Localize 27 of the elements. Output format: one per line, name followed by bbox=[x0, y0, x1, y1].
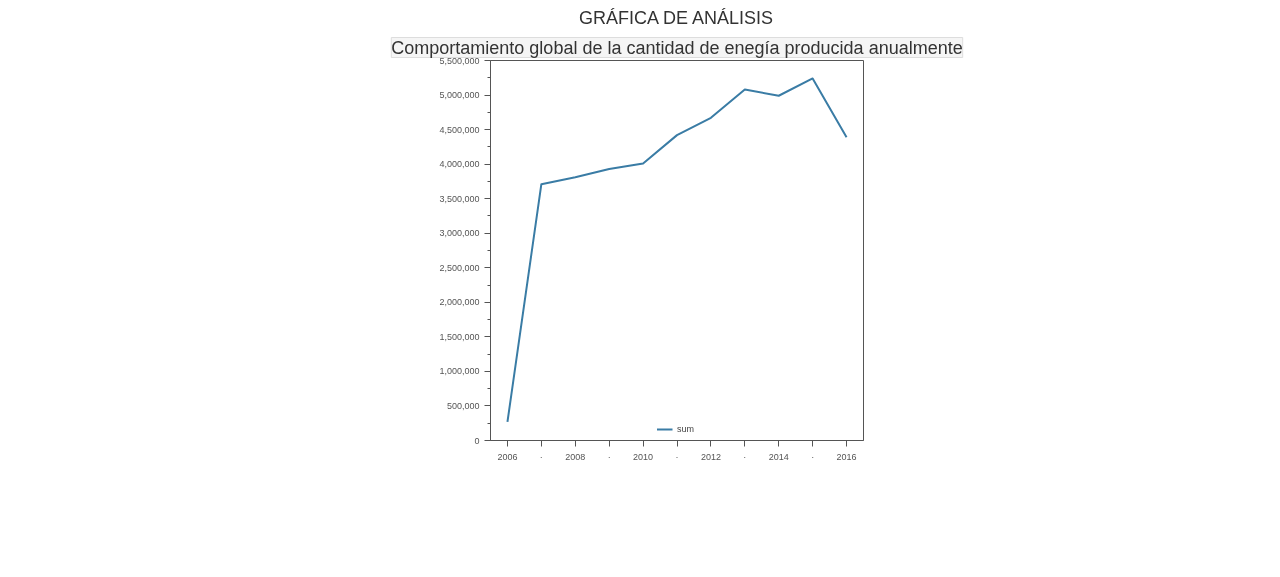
y-tick-label: 5,000,000 bbox=[439, 90, 480, 101]
y-tick-label: 5,500,000 bbox=[439, 55, 480, 66]
legend-label: sum bbox=[677, 424, 695, 434]
x-tick-label: 2012 bbox=[700, 451, 721, 462]
x-tick-label: 2010 bbox=[633, 451, 654, 462]
y-tick-label: 3,500,000 bbox=[439, 193, 480, 204]
x-tick-label: · bbox=[539, 451, 543, 462]
y-tick-label: 2,500,000 bbox=[439, 262, 480, 273]
chart-title: GRÁFICA DE ANÁLISIS bbox=[578, 7, 774, 28]
y-tick-label: 500,000 bbox=[446, 400, 480, 411]
x-tick-label: · bbox=[675, 451, 679, 462]
x-tick-label: 2008 bbox=[565, 451, 586, 462]
x-tick-label: 2016 bbox=[836, 451, 857, 462]
y-tick-label: 1,500,000 bbox=[439, 331, 480, 342]
x-tick-label: · bbox=[811, 451, 815, 462]
chart-subtitle: Comportamiento global de la cantidad de enegía producida anualmente bbox=[391, 37, 963, 58]
x-tick-label: · bbox=[743, 451, 747, 462]
y-tick-label: 4,000,000 bbox=[439, 159, 480, 170]
x-tick-label: · bbox=[607, 451, 611, 462]
y-tick-label: 0 bbox=[474, 435, 480, 446]
y-tick-label: 1,000,000 bbox=[439, 366, 480, 377]
line-series bbox=[506, 77, 848, 423]
y-tick-label: 3,000,000 bbox=[439, 228, 480, 239]
x-tick-label: 2006 bbox=[497, 451, 518, 462]
y-tick-label: 2,000,000 bbox=[439, 297, 480, 308]
y-tick-label: 4,500,000 bbox=[439, 124, 480, 135]
x-tick-label: 2014 bbox=[768, 451, 789, 462]
